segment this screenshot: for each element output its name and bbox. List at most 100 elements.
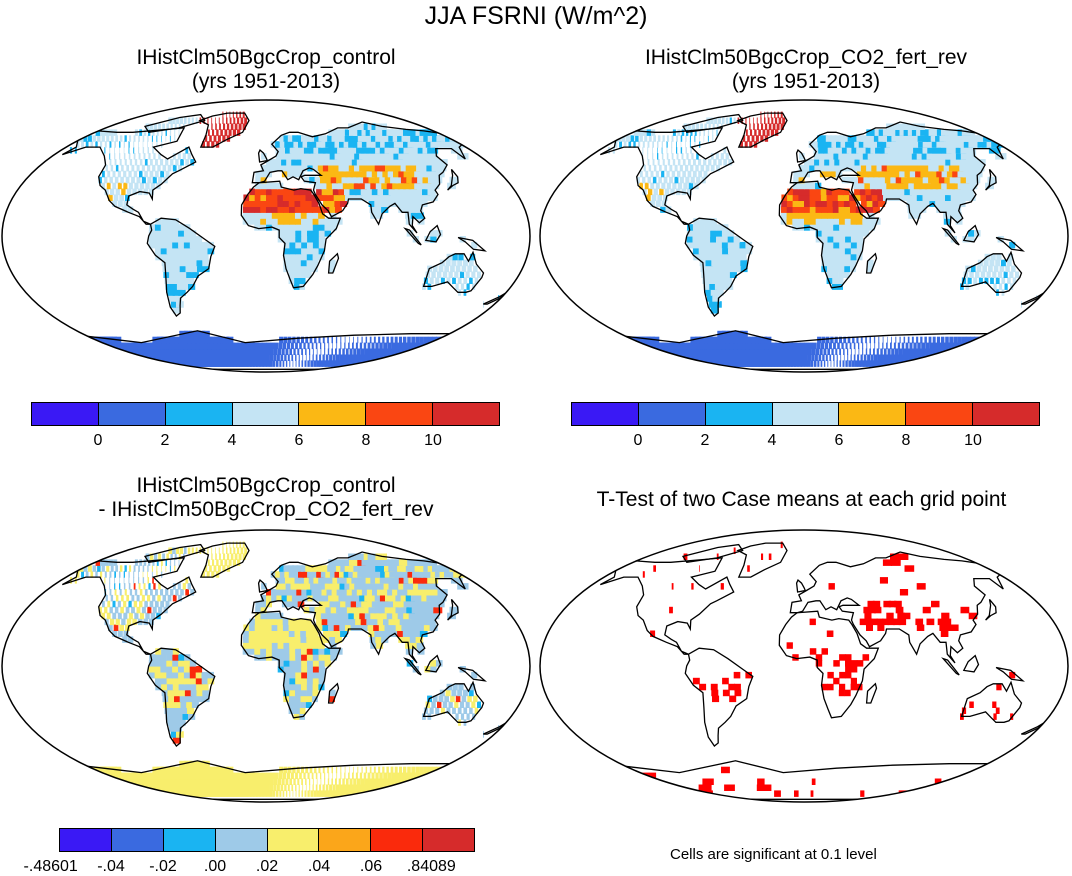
coastline-antarctica xyxy=(64,330,468,370)
coastline-japan xyxy=(985,598,997,621)
colorbar-control-swatch-3 xyxy=(232,403,300,425)
colorbar-control-swatch-4 xyxy=(299,403,367,425)
coastline-samerica xyxy=(146,647,216,747)
coastline-antarctica xyxy=(64,760,468,800)
coastline-antarctica xyxy=(602,760,1006,800)
coastline-sumatra xyxy=(941,227,960,246)
coastline-borneo xyxy=(962,224,980,243)
panel-title-ttest: T-Test of two Case means at each grid po… xyxy=(531,488,1072,512)
coastline-australia xyxy=(960,680,1023,723)
coastline-greenland xyxy=(736,542,788,578)
coastline-eurasia xyxy=(251,121,467,234)
colorbar-control-swatch-2 xyxy=(165,403,233,425)
colorbar-control xyxy=(31,402,500,426)
colorbar-co2-swatch-1 xyxy=(638,403,706,425)
panel-title-diff: IHistClm50BgcCrop_control - IHistClm50Bg… xyxy=(21,474,511,522)
coastline-borneo xyxy=(424,224,442,243)
map-border xyxy=(1,529,531,803)
map-coastlines xyxy=(599,112,1048,370)
panel-title-co2-line2: (yrs 1951-2013) xyxy=(731,70,881,93)
coastline-borneo xyxy=(962,654,980,673)
coastline-australia xyxy=(422,250,485,293)
map-diff xyxy=(1,529,531,803)
coastline-arctic_is xyxy=(681,113,744,134)
coastline-uk xyxy=(257,149,269,163)
coastline-newguinea xyxy=(457,236,487,252)
colorbar-diff-swatch-2 xyxy=(163,829,216,851)
colorbar-diff-tick-label: .00 xyxy=(203,858,227,875)
map-land-cells xyxy=(69,541,500,797)
colorbar-control-tick-label: 4 xyxy=(227,432,237,449)
coastline-japan xyxy=(985,168,997,191)
colorbar-control-tick-label: 6 xyxy=(294,432,304,449)
colorbar-control-swatch-0 xyxy=(32,403,99,425)
coastline-africa xyxy=(778,610,880,719)
colorbar-control-tick-label: 10 xyxy=(424,432,442,449)
coastline-madagascar xyxy=(865,682,878,704)
colorbar-co2-tick-label: 6 xyxy=(834,432,844,449)
coastline-australia xyxy=(422,680,485,723)
colorbar-control-swatch-6 xyxy=(433,403,500,425)
map-border xyxy=(539,529,1069,803)
colorbar-co2-tick-label: 2 xyxy=(700,432,710,449)
colorbar-control-tick-label: 0 xyxy=(93,432,103,449)
coastline-uk xyxy=(795,149,807,163)
colorbar-diff-swatch-7 xyxy=(423,829,474,851)
coastline-samerica xyxy=(684,217,754,317)
coastline-uk xyxy=(257,579,269,593)
colorbar-co2-swatch-4 xyxy=(839,403,907,425)
panel-title-control-line2: (yrs 1951-2013) xyxy=(191,70,341,93)
colorbar-diff-swatch-1 xyxy=(111,829,164,851)
coastline-africa xyxy=(778,180,880,289)
coastline-eurasia xyxy=(789,551,1005,664)
coastline-namerica xyxy=(599,127,735,225)
colorbar-co2-tick-label: 0 xyxy=(633,432,643,449)
coastline-samerica xyxy=(146,217,216,317)
coastline-greenland xyxy=(736,112,788,148)
panel-title-ttest-line1: T-Test of two Case means at each grid po… xyxy=(596,488,1007,511)
coastline-sumatra xyxy=(403,227,422,246)
map-coastlines xyxy=(61,542,510,800)
coastline-eurasia xyxy=(251,551,467,664)
colorbar-co2-swatch-0 xyxy=(572,403,639,425)
coastline-japan xyxy=(447,168,459,191)
colorbar-diff-tick-label: .84089 xyxy=(406,858,456,875)
coastline-borneo xyxy=(424,654,442,673)
coastline-greenland xyxy=(198,112,250,148)
colorbar-control-swatch-5 xyxy=(366,403,434,425)
colorbar-diff-swatch-6 xyxy=(371,829,424,851)
coastline-samerica xyxy=(684,647,754,747)
coastline-arctic_is xyxy=(143,113,206,134)
colorbar-control-swatch-1 xyxy=(98,403,166,425)
coastline-namerica xyxy=(61,127,197,225)
panel-title-control: IHistClm50BgcCrop_control (yrs 1951-2013… xyxy=(21,46,511,94)
map-land-cells xyxy=(607,111,1038,367)
colorbar-co2-swatch-5 xyxy=(906,403,974,425)
coastline-japan xyxy=(447,598,459,621)
panel-title-diff-line2: - IHistClm50BgcCrop_CO2_fert_rev xyxy=(98,498,434,521)
colorbar-co2-swatch-6 xyxy=(973,403,1040,425)
coastline-arctic_is xyxy=(681,543,744,564)
coastline-australia xyxy=(960,250,1023,293)
coastline-madagascar xyxy=(327,682,340,704)
colorbar-diff-swatch-3 xyxy=(215,829,268,851)
coastline-sumatra xyxy=(941,657,960,676)
map-co2 xyxy=(539,99,1069,373)
colorbar-co2-swatch-3 xyxy=(772,403,840,425)
colorbar-diff-tick-label: .06 xyxy=(359,858,383,875)
panel-title-co2: IHistClm50BgcCrop_CO2_fert_rev (yrs 1951… xyxy=(561,46,1051,94)
colorbar-co2-swatch-2 xyxy=(705,403,773,425)
colorbar-diff-tick-label: -.48601 xyxy=(23,858,78,875)
colorbar-control-tick-label: 8 xyxy=(361,432,371,449)
coastline-greenland xyxy=(198,542,250,578)
panel-title-diff-line1: IHistClm50BgcCrop_control xyxy=(136,474,396,497)
coastline-eurasia xyxy=(789,121,1005,234)
map-land-cells xyxy=(69,111,500,367)
map-coastlines xyxy=(61,112,510,370)
coastline-africa xyxy=(240,180,342,289)
coastline-namerica xyxy=(599,557,735,655)
coastline-uk xyxy=(795,579,807,593)
colorbar-diff-tick-label: .02 xyxy=(255,858,279,875)
coastline-newguinea xyxy=(995,236,1025,252)
colorbar-diff xyxy=(59,828,475,852)
